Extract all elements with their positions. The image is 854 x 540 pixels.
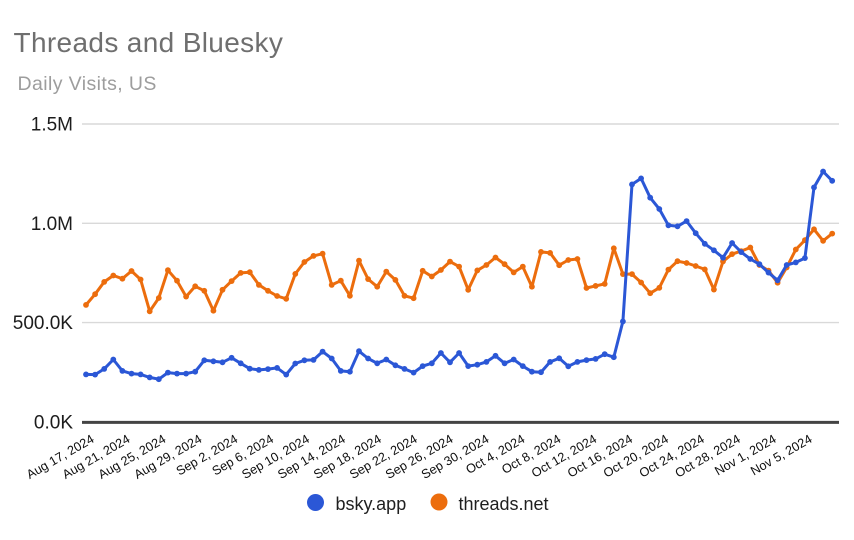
- svg-text:0.0K: 0.0K: [34, 412, 73, 433]
- svg-text:threads.net: threads.net: [459, 494, 549, 514]
- svg-text:1.0M: 1.0M: [31, 214, 73, 235]
- svg-text:Daily Visits, US: Daily Visits, US: [18, 73, 157, 95]
- svg-text:500.0K: 500.0K: [13, 313, 74, 334]
- svg-text:Threads and Bluesky: Threads and Bluesky: [14, 27, 284, 58]
- svg-text:1.5M: 1.5M: [31, 115, 73, 136]
- svg-text:bsky.app: bsky.app: [336, 494, 407, 514]
